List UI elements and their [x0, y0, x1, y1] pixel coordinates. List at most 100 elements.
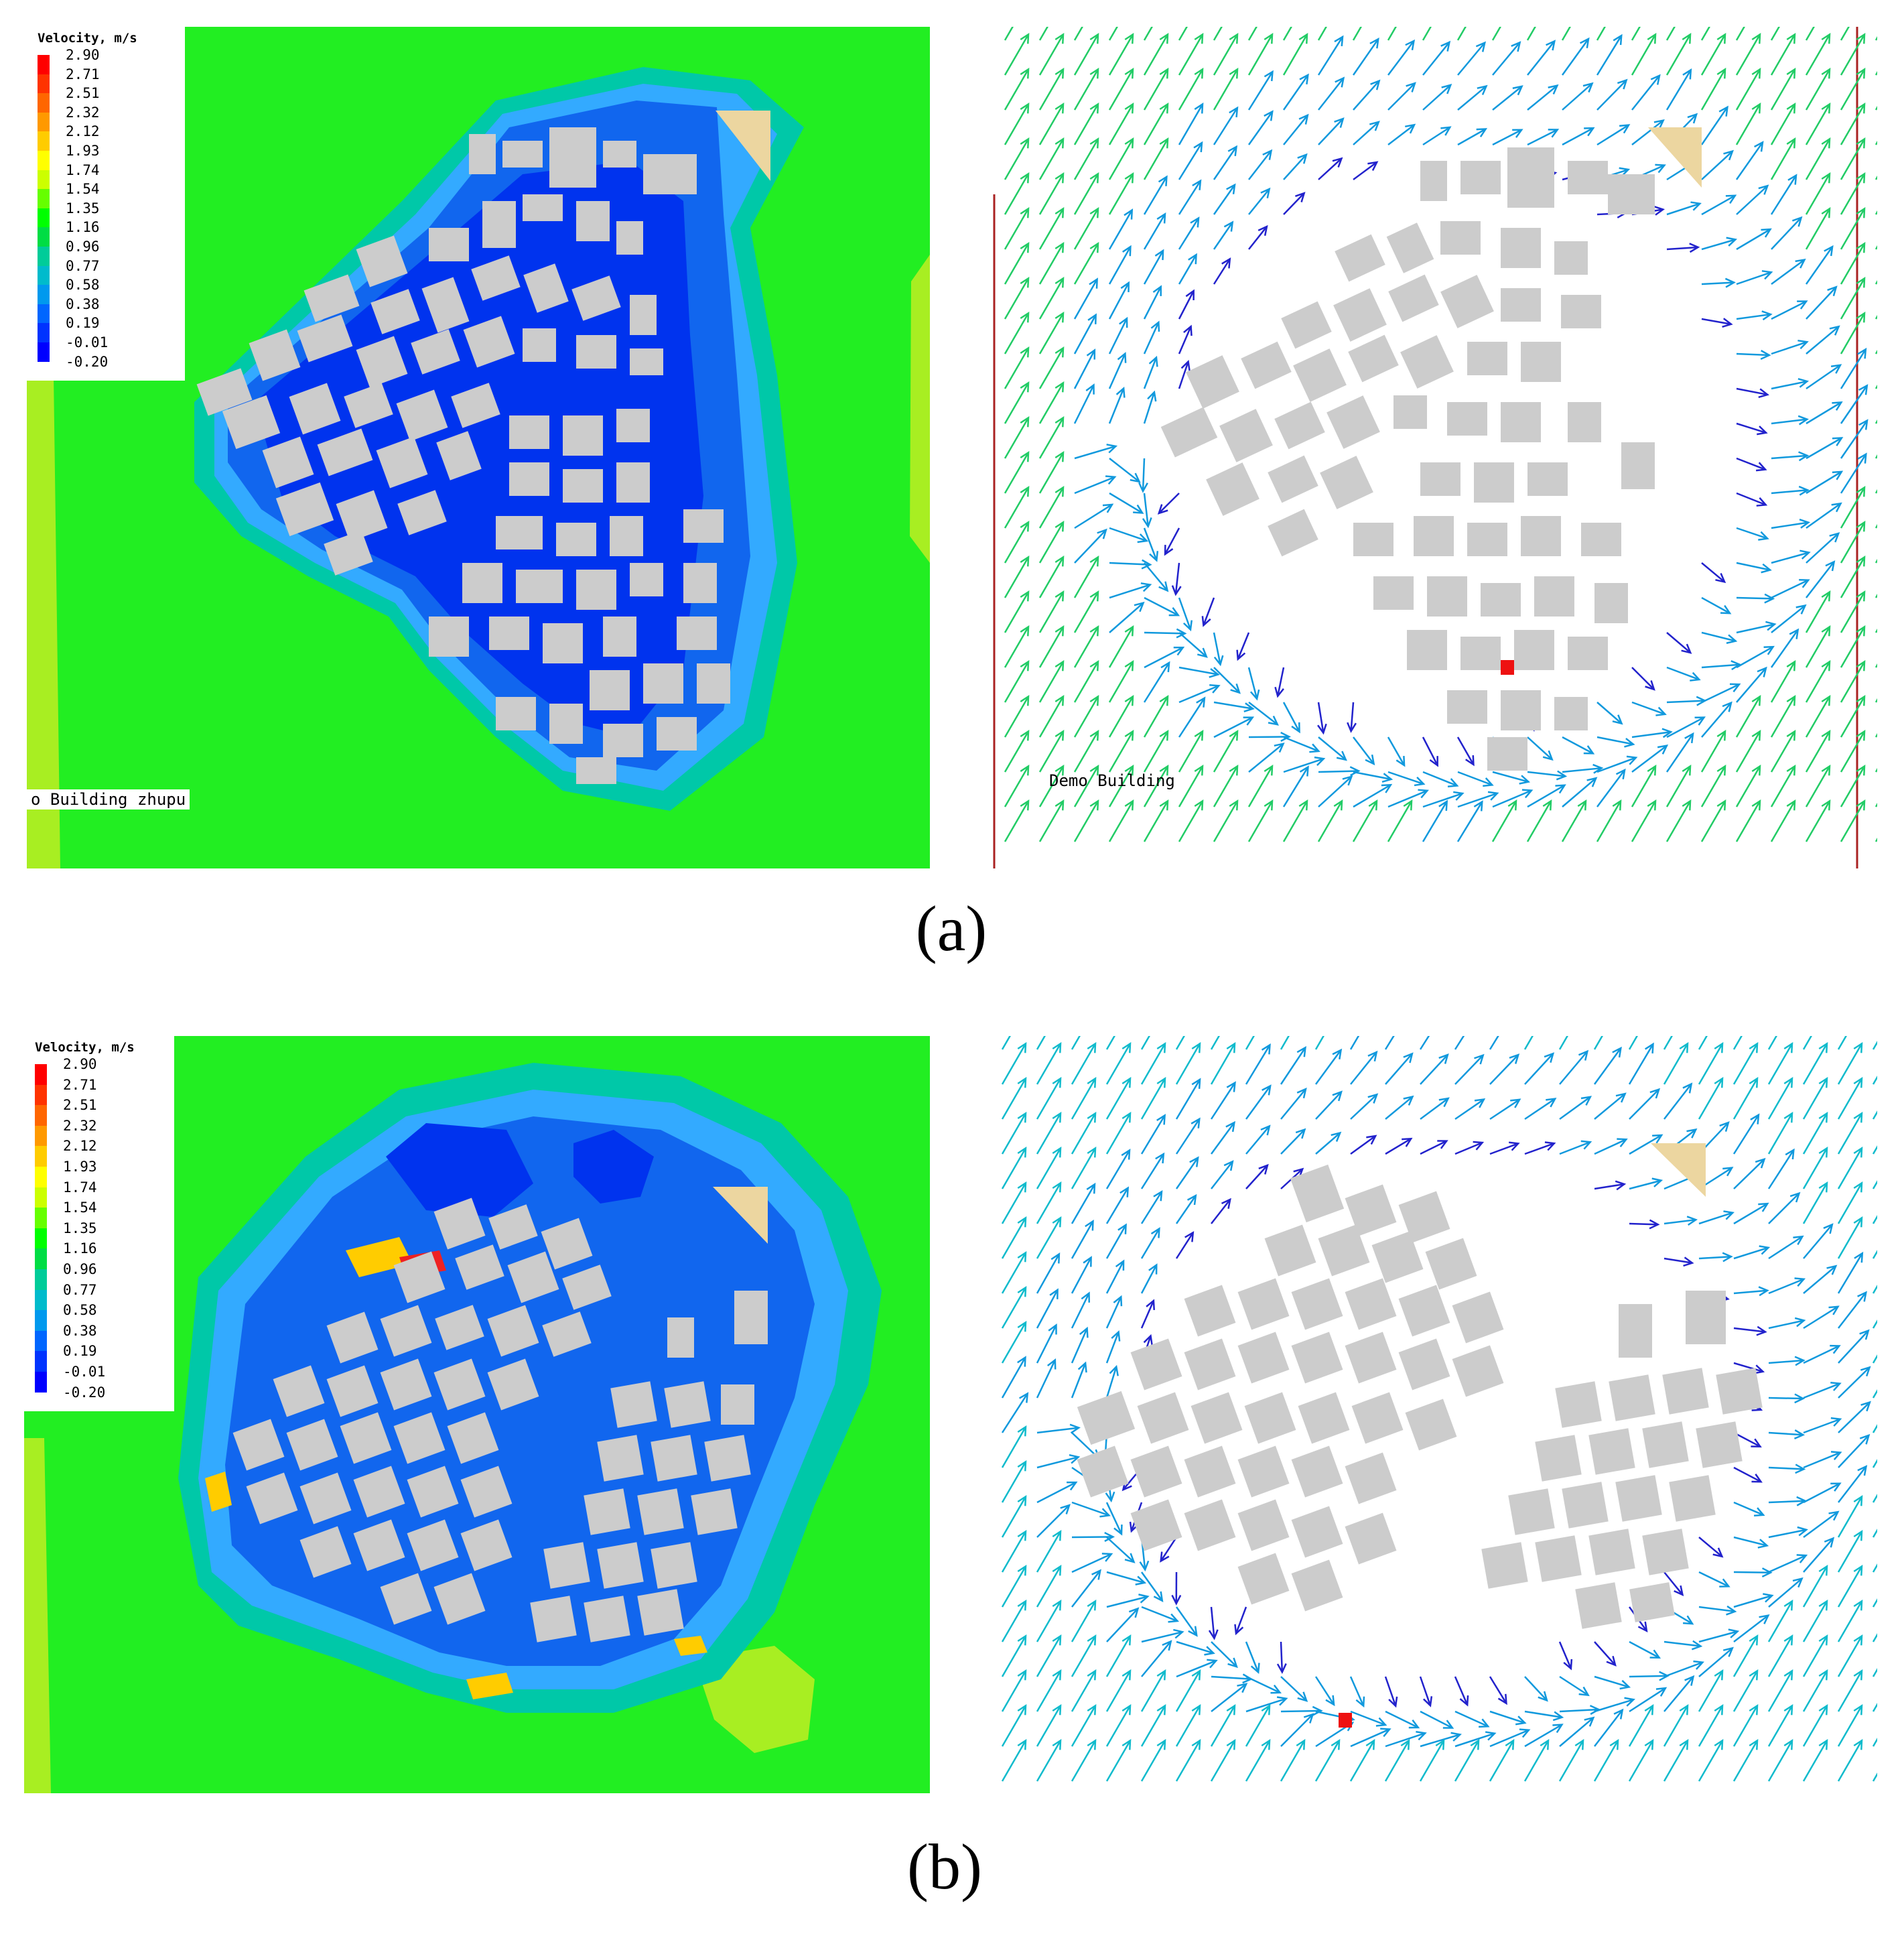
velocity-vector: [1004, 417, 1030, 459]
velocity-vector: [1245, 1697, 1287, 1713]
vector-arrowhead: [1856, 520, 1866, 532]
velocity-vector: [1071, 1600, 1097, 1642]
vector-arrowhead: [1832, 437, 1844, 446]
velocity-vector: [1004, 487, 1030, 529]
velocity-vector: [1318, 118, 1344, 145]
vector-arrowhead: [1789, 628, 1799, 639]
velocity-vector: [1771, 216, 1802, 250]
vector-arrowhead: [1089, 67, 1099, 79]
velocity-vector: [1105, 1149, 1131, 1189]
vector-arrowhead: [1309, 743, 1320, 753]
velocity-vector: [1143, 68, 1169, 111]
vector-arrowhead: [1821, 172, 1831, 184]
velocity-vector: [1143, 391, 1156, 424]
vector-arrowhead: [1613, 34, 1623, 46]
vector-arrowhead: [1722, 318, 1733, 328]
vector-arrowhead: [1264, 799, 1274, 811]
velocity-vector: [1663, 1218, 1696, 1225]
velocity-vector: [1213, 68, 1239, 111]
legend-tick: 0.96: [66, 239, 100, 255]
velocity-vector: [1631, 667, 1655, 690]
vector-arrowhead: [1052, 1634, 1062, 1646]
velocity-vector: [1840, 243, 1866, 285]
vector-arrowhead: [1548, 84, 1559, 94]
velocity-vector: [1732, 1740, 1759, 1782]
vector-arrowhead: [1067, 1481, 1078, 1491]
vector-arrowhead: [1191, 1738, 1201, 1750]
velocity-vector: [1768, 1359, 1804, 1364]
velocity-vector: [1213, 632, 1221, 665]
vector-arrowhead: [1853, 1181, 1863, 1193]
velocity-vector: [1108, 696, 1134, 738]
vector-arrowhead: [1207, 1659, 1218, 1669]
velocity-vector: [1001, 1565, 1027, 1608]
velocity-vector: [1803, 1382, 1840, 1399]
vector-arrowhead: [1089, 694, 1099, 706]
vector-arrowhead: [1299, 73, 1309, 84]
vector-arrowhead: [1176, 628, 1187, 639]
velocity-vector: [1558, 1740, 1584, 1782]
velocity-vector: [1733, 1362, 1763, 1373]
vector-arrowhead: [1853, 1738, 1863, 1750]
velocity-vector: [1001, 1287, 1027, 1329]
vector-arrowhead: [1294, 192, 1306, 203]
vector-arrowhead: [1102, 503, 1114, 513]
vector-arrowhead: [1262, 149, 1273, 160]
velocity-vector: [1736, 387, 1768, 396]
velocity-vector: [1872, 1250, 1877, 1259]
velocity-vector: [1805, 103, 1831, 145]
velocity-vector: [1838, 1366, 1871, 1399]
vector-arrowhead: [1052, 1111, 1062, 1123]
vector-arrowhead: [1137, 533, 1149, 543]
vector-arrowhead: [1853, 1041, 1863, 1053]
model-label-a-vector: Demo Building: [1049, 771, 1175, 790]
vector-arrowhead: [1473, 1141, 1485, 1151]
vector-arrowhead: [1828, 1305, 1840, 1315]
velocity-vector: [1143, 250, 1164, 285]
vector-arrowhead: [1714, 1041, 1724, 1053]
vector-arrowhead: [1020, 172, 1030, 184]
vector-arrowhead: [1124, 67, 1134, 79]
velocity-vector: [1106, 1608, 1139, 1642]
vector-arrowhead: [1077, 1361, 1087, 1373]
velocity-vector: [1001, 1426, 1027, 1468]
velocity-vector: [1143, 696, 1169, 738]
velocity-vector: [1596, 124, 1629, 146]
vector-arrowhead: [1853, 1599, 1863, 1611]
velocity-vector: [1732, 1635, 1759, 1677]
vector-arrowhead: [1615, 768, 1626, 780]
velocity-vector: [1802, 1043, 1828, 1085]
velocity-vector: [1143, 34, 1169, 76]
velocity-vector: [1628, 1740, 1654, 1782]
vector-arrowhead: [1832, 401, 1843, 411]
velocity-vector: [1805, 208, 1831, 250]
velocity-vector: [1071, 1670, 1097, 1712]
vector-arrowhead: [1085, 1220, 1094, 1231]
vector-arrowhead: [1856, 694, 1866, 706]
velocity-vector: [1143, 213, 1166, 250]
vector-arrowhead: [1055, 32, 1065, 44]
velocity-vector: [1562, 777, 1597, 807]
velocity-vector: [1071, 1328, 1088, 1364]
vector-arrowhead: [1684, 732, 1694, 744]
vector-arrowhead: [1723, 149, 1735, 161]
legend-tick: 0.77: [63, 1281, 97, 1298]
vector-arrowhead: [1086, 348, 1096, 360]
velocity-vector: [1004, 765, 1030, 807]
legend-tick: 2.71: [63, 1076, 97, 1093]
vector-arrowhead: [1556, 770, 1568, 781]
velocity-vector: [1314, 1049, 1342, 1085]
velocity-vector: [1001, 1078, 1027, 1120]
vector-arrowhead: [1159, 764, 1169, 776]
vector-arrowhead: [1156, 212, 1166, 224]
vector-arrowhead: [1135, 1575, 1147, 1585]
vector-arrowhead: [1715, 573, 1726, 584]
vector-arrowhead: [1797, 1526, 1808, 1537]
vector-arrowhead: [1403, 799, 1413, 811]
vector-arrowhead: [1818, 1738, 1828, 1750]
velocity-vector: [1767, 1635, 1793, 1677]
vector-arrowhead: [1262, 1084, 1272, 1096]
vector-arrowhead: [1261, 1738, 1271, 1750]
velocity-vector: [1038, 591, 1065, 633]
vector-arrowhead: [1264, 110, 1274, 121]
